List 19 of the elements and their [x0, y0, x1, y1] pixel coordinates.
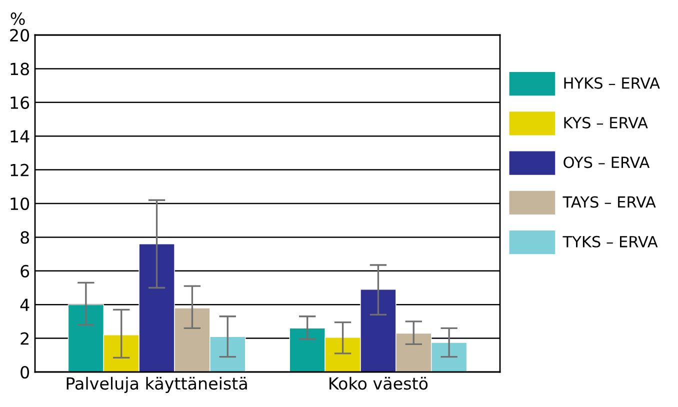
y-tick-label: 16: [10, 96, 30, 109]
y-tick-label: 14: [10, 130, 30, 142]
legend-label: KYS – ERVA: [564, 116, 648, 128]
x-tick-label: Palveluja käyttäneistä: [66, 376, 247, 393]
y-tick-label: 20: [10, 28, 30, 42]
y-axis-title: %: [10, 12, 25, 26]
legend-label: OYS – ERVA: [564, 156, 650, 168]
y-tick-label: 2: [20, 332, 28, 345]
legend-label: HYKS – ERVA: [564, 77, 660, 89]
y-tick-label: 18: [10, 62, 29, 76]
x-tick-label: Koko väestö: [330, 376, 428, 390]
y-tick-label: 0: [20, 366, 30, 379]
legend-label: TYKS – ERVA: [562, 236, 658, 248]
y-tick-label: 10: [10, 197, 30, 210]
y-tick-label: 12: [10, 164, 28, 176]
legend-label: TAYS – ERVA: [562, 196, 656, 208]
y-tick-label: 4: [20, 298, 30, 311]
y-tick-label: 6: [20, 264, 30, 278]
y-tick-label: 8: [20, 231, 29, 244]
